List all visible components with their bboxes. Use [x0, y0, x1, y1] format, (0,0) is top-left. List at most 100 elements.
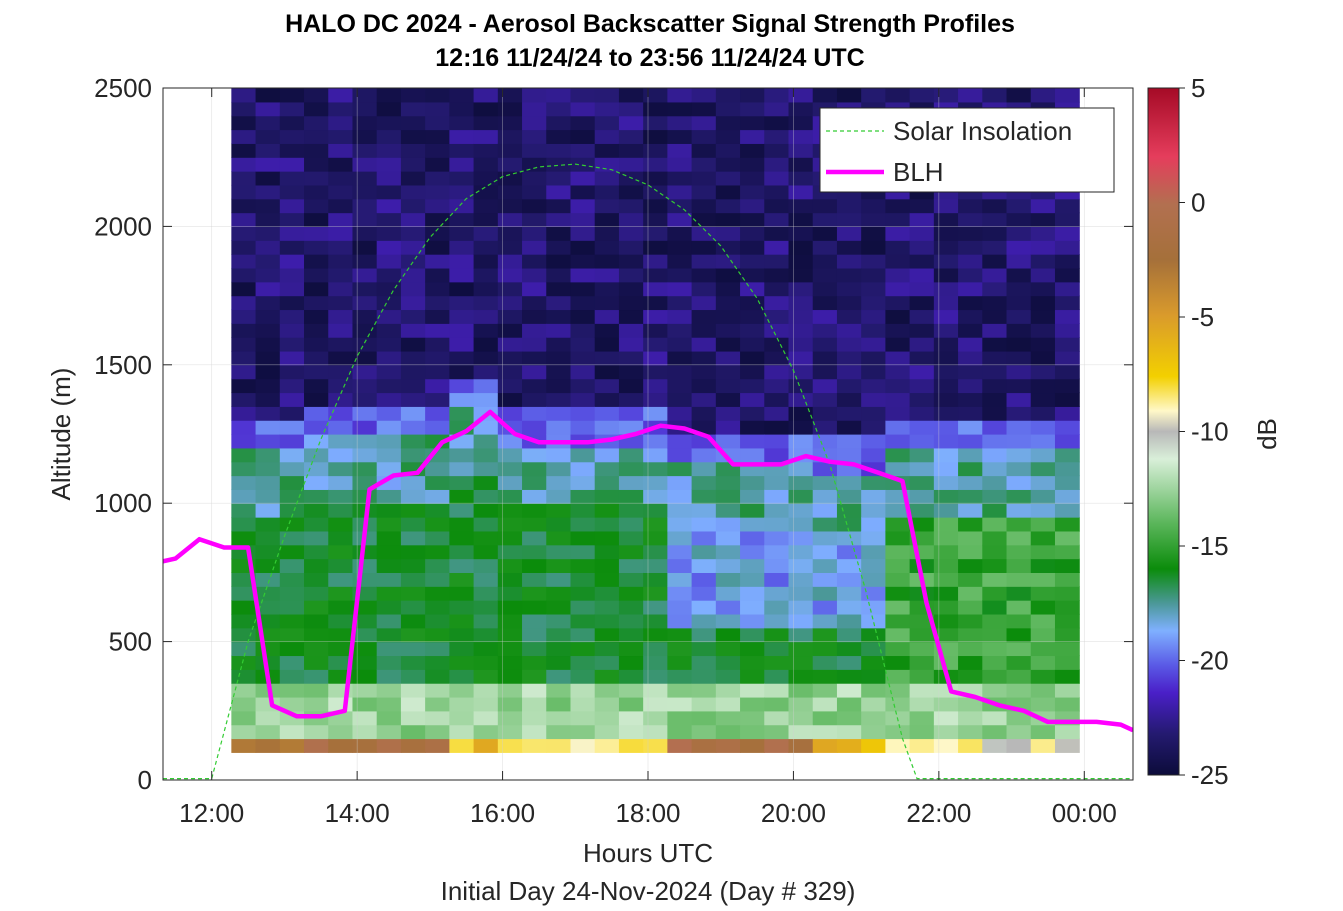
heatmap-cell [425, 600, 450, 615]
heatmap-cell [812, 600, 838, 615]
heatmap-cell [812, 475, 838, 490]
heatmap-cell [376, 655, 402, 670]
heatmap-cell [594, 627, 620, 643]
heatmap-cell [1006, 641, 1032, 657]
heatmap-cell [740, 212, 765, 227]
heatmap-cell [861, 281, 886, 297]
heatmap-cell [667, 378, 693, 394]
heatmap-cell [231, 226, 257, 241]
heatmap-cell [885, 226, 911, 241]
heatmap-cell [933, 558, 959, 573]
heatmap-cell [546, 88, 572, 103]
heatmap-cell [933, 406, 959, 421]
heatmap-cell [982, 309, 1008, 324]
heatmap-cell [861, 337, 886, 352]
heatmap-cell [255, 171, 281, 186]
heatmap-cell [231, 503, 257, 518]
heatmap-cell [788, 281, 814, 297]
colorbar-tick-label: -20 [1191, 646, 1229, 676]
heatmap-cell [764, 669, 790, 684]
heatmap-cell [836, 530, 862, 546]
heatmap-cell [279, 572, 305, 587]
heatmap-cell [691, 475, 717, 490]
heatmap-cell [885, 240, 911, 255]
heatmap-cell [425, 420, 450, 435]
heatmap-cell [546, 586, 572, 601]
heatmap-cell [667, 544, 693, 560]
heatmap-cell [231, 281, 257, 297]
heatmap-cell [352, 641, 378, 657]
heatmap-cell [618, 129, 644, 144]
heatmap-cell [425, 434, 450, 449]
heatmap-cell [304, 420, 329, 435]
heatmap-cell [328, 461, 354, 477]
heatmap-cell [304, 613, 329, 629]
heatmap-cell [1006, 572, 1032, 587]
y-tick-label: 0 [138, 765, 152, 795]
heatmap-cell [594, 641, 620, 657]
heatmap-cell [740, 295, 765, 311]
heatmap-cell [231, 115, 257, 131]
heatmap-cell [546, 572, 572, 587]
heatmap-cell [618, 295, 644, 311]
heatmap-cell [376, 295, 402, 311]
heatmap-cell [691, 88, 717, 103]
heatmap-cell [449, 392, 475, 407]
heatmap-cell [1054, 350, 1080, 366]
heatmap-cell [570, 281, 596, 297]
heatmap-cell [594, 475, 620, 490]
heatmap-cell [255, 434, 281, 449]
heatmap-cell [570, 101, 596, 117]
heatmap-cell [982, 198, 1008, 214]
heatmap-cell [909, 447, 935, 463]
heatmap-cell [304, 544, 329, 560]
heatmap-cell [643, 254, 668, 269]
heatmap-cell [715, 489, 741, 504]
heatmap-cell [425, 641, 450, 657]
heatmap-cell [836, 240, 862, 255]
heatmap-cell [812, 198, 838, 214]
heatmap-cell [861, 613, 886, 629]
heatmap-cell [473, 489, 499, 504]
heatmap-cell [522, 600, 547, 615]
heatmap-cell [425, 309, 450, 324]
heatmap-cell [982, 226, 1008, 241]
heatmap-cell [304, 641, 329, 657]
heatmap-cell [497, 212, 523, 227]
heatmap-cell [861, 655, 886, 670]
heatmap-cell [522, 461, 547, 477]
heatmap-cell [376, 572, 402, 587]
heatmap-cell [691, 267, 717, 283]
heatmap-cell [304, 254, 329, 269]
heatmap-cell [909, 724, 935, 740]
heatmap-cell [958, 724, 983, 740]
heatmap-cell [473, 558, 499, 573]
heatmap-cell [279, 337, 305, 352]
heatmap-cell [764, 641, 790, 657]
heatmap-cell [982, 683, 1008, 698]
heatmap-cell [764, 503, 790, 518]
heatmap-cell [594, 309, 620, 324]
heatmap-cell [836, 641, 862, 657]
heatmap-cell [449, 627, 475, 643]
heatmap-cell [546, 420, 572, 435]
heatmap-cell [1054, 392, 1080, 407]
heatmap-cell [328, 420, 354, 435]
heatmap-cell [522, 683, 547, 698]
heatmap-cell [764, 254, 790, 269]
heatmap-cell [618, 558, 644, 573]
heatmap-cell [400, 475, 426, 490]
heatmap-cell [1030, 696, 1056, 712]
heatmap-cell [715, 184, 741, 200]
heatmap-cell [764, 724, 790, 740]
heatmap-cell [836, 586, 862, 601]
heatmap-cell [304, 337, 329, 352]
heatmap-cell [740, 392, 765, 407]
heatmap-cell [546, 212, 572, 227]
heatmap-cell [473, 544, 499, 560]
heatmap-cell [909, 558, 935, 573]
heatmap-cell [618, 337, 644, 352]
heatmap-cell [982, 738, 1008, 753]
heatmap-cell [958, 696, 983, 712]
heatmap-cell [861, 434, 886, 449]
